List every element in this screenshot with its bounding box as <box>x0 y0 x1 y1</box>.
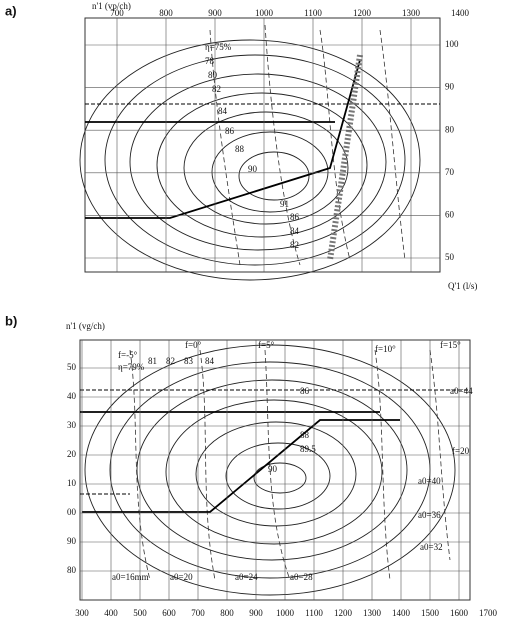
x-tick-label: 1600 <box>450 608 469 618</box>
y-tick-label: 40 <box>67 391 77 401</box>
x-tick-label: 1200 <box>353 8 372 18</box>
frame <box>79 339 471 601</box>
x-tick-label: 1300 <box>363 608 382 618</box>
annotation: 84 <box>218 106 228 116</box>
annotation: f=5° <box>258 340 275 350</box>
annotation: η=75% <box>205 42 232 52</box>
annotation: 86 <box>225 126 235 136</box>
annotation: a0=32 <box>420 542 443 552</box>
annotation: f=20 <box>452 446 470 456</box>
annotation: a0=20 <box>170 572 193 582</box>
annotation: f=-5° <box>118 350 138 360</box>
annotation: a0=28 <box>290 572 313 582</box>
y-tick-label: 90 <box>445 82 455 92</box>
annotation: f=10° <box>375 344 396 354</box>
contours <box>79 24 440 281</box>
annotation: 84 <box>290 226 300 236</box>
x-tick-label: 700 <box>191 608 205 618</box>
x-tick-label: 1000 <box>276 608 295 618</box>
annotation: a0=40 <box>418 476 441 486</box>
x-tick-label: 1300 <box>402 8 421 18</box>
y-tick-label: 80 <box>67 565 77 575</box>
x-tick-label: 700 <box>110 8 124 18</box>
y-tick-label: 50 <box>445 252 455 262</box>
annotation: a0=44 <box>450 386 473 396</box>
y-tick-label: 10 <box>67 478 77 488</box>
annotation: 90 <box>268 464 278 474</box>
annotation: 86 <box>300 386 310 396</box>
annotation: 91 <box>280 199 289 209</box>
x-tick-label: 900 <box>208 8 222 18</box>
y-tick-label: 60 <box>445 209 455 219</box>
annotation: 82 <box>166 356 175 366</box>
y-tick-label: 50 <box>67 362 77 372</box>
x-tick-label: 800 <box>220 608 234 618</box>
annotation: 88 <box>300 430 310 440</box>
annotation: f=15° <box>440 340 461 350</box>
y-tick-label: 30 <box>67 420 77 430</box>
annotation: 81 <box>148 356 157 366</box>
annotation: a0=36 <box>418 510 441 520</box>
annotation: 78 <box>205 56 215 66</box>
annotation: a0=24 <box>235 572 258 582</box>
x-tick-label: 1500 <box>421 608 440 618</box>
x-tick-label: 500 <box>133 608 147 618</box>
y-axis-label: n'1 (vg/ch) <box>66 321 105 331</box>
x-tick-label: 800 <box>159 8 173 18</box>
x-tick-label: 600 <box>162 608 176 618</box>
y-axis-label: n'1 (vp/ch) <box>92 1 131 11</box>
x-tick-label: 1400 <box>392 608 411 618</box>
y-tick-label: 00 <box>67 507 77 517</box>
x-tick-label: 1400 <box>451 8 470 18</box>
y-tick-label: 80 <box>445 124 455 134</box>
annotation: 88 <box>235 144 245 154</box>
annotation: 89.5 <box>300 444 316 454</box>
annotation: η=79% <box>118 362 145 372</box>
x-tick-label: 400 <box>104 608 118 618</box>
x-tick-label: 1000 <box>255 8 274 18</box>
annotation: 86 <box>290 212 300 222</box>
panel-label: a) <box>5 3 17 18</box>
x-tick-label: 1700 <box>479 608 498 618</box>
x-tick-label: 900 <box>249 608 263 618</box>
annotation: 90 <box>248 164 258 174</box>
annotation: 84 <box>205 356 215 366</box>
annotation: 80 <box>208 70 218 80</box>
contours <box>80 344 470 596</box>
annotation: a0=16mm <box>112 572 149 582</box>
annotation: 82 <box>212 84 221 94</box>
annotation: 82 <box>290 240 299 250</box>
x-tick-label: 300 <box>75 608 89 618</box>
y-tick-label: 100 <box>445 39 459 49</box>
y-tick-label: 90 <box>67 536 77 546</box>
x-axis-label: Q'1 (l/s) <box>448 281 477 291</box>
frame <box>84 17 441 273</box>
x-tick-label: 1100 <box>304 8 322 18</box>
y-tick-label: 70 <box>445 167 455 177</box>
panel-label: b) <box>5 313 17 328</box>
x-tick-label: 1100 <box>305 608 323 618</box>
x-tick-label: 1200 <box>334 608 353 618</box>
annotation: 83 <box>184 356 194 366</box>
y-tick-label: 20 <box>67 449 77 459</box>
annotation: f=0° <box>185 340 202 350</box>
